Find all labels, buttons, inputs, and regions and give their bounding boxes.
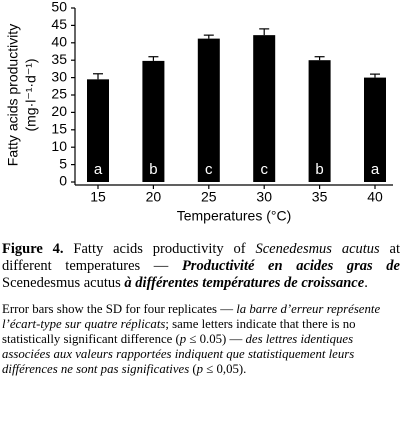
x-tick-label: 35 bbox=[312, 189, 328, 205]
note-text: p bbox=[179, 332, 187, 346]
y-tick-label: 10 bbox=[51, 138, 67, 154]
caption-text: Scenedesmus acutus bbox=[2, 275, 125, 291]
bar-letter: a bbox=[94, 161, 103, 178]
bar-letter: c bbox=[260, 161, 268, 178]
note-text: ( bbox=[189, 362, 197, 376]
y-tick-label: 40 bbox=[51, 34, 67, 50]
x-axis-title: Temperatures (°C) bbox=[177, 208, 292, 224]
caption-text: Fatty acids productivity of bbox=[63, 241, 256, 257]
caption-text: Figure 4. bbox=[2, 241, 64, 257]
bar bbox=[142, 60, 165, 183]
y-tick-label: 45 bbox=[51, 16, 67, 32]
y-tick-label: 25 bbox=[51, 86, 67, 102]
y-tick-label: 50 bbox=[51, 0, 67, 15]
note-text: ≤ 0,05). bbox=[203, 362, 247, 376]
y-tick-label: 5 bbox=[59, 155, 67, 171]
x-tick-label: 25 bbox=[201, 189, 217, 205]
caption-text: Scenedesmus acutus bbox=[255, 241, 380, 257]
y-axis-unit: (mg·l⁻¹·d⁻¹) bbox=[23, 58, 39, 131]
note-text: des lettres identiques associées aux val… bbox=[2, 332, 355, 376]
bar-letter: b bbox=[149, 161, 157, 178]
x-tick-label: 40 bbox=[367, 189, 383, 205]
note-text: Error bars show the SD for four replicat… bbox=[2, 302, 237, 316]
bar-letter: c bbox=[205, 161, 213, 178]
caption-note: Error bars show the SD for four replicat… bbox=[2, 302, 400, 377]
x-tick-label: 30 bbox=[256, 189, 272, 205]
bar-letter: a bbox=[371, 161, 380, 178]
bar bbox=[308, 60, 331, 183]
y-tick-label: 20 bbox=[51, 103, 67, 119]
y-tick-label: 35 bbox=[51, 51, 67, 67]
x-tick-label: 20 bbox=[146, 189, 162, 205]
caption-text: à différentes températures de croissance bbox=[124, 275, 365, 291]
y-tick-label: 0 bbox=[59, 173, 67, 189]
chart: Fatty acids productivity (mg·l⁻¹·d⁻¹) Te… bbox=[5, 0, 393, 224]
y-axis-title: Fatty acids productivity bbox=[5, 24, 21, 166]
note-text: ≤ 0.05) — bbox=[186, 332, 246, 346]
caption-text: Productivité en acides gras de bbox=[181, 258, 400, 274]
caption-text: . bbox=[364, 275, 368, 291]
x-tick-label: 15 bbox=[90, 189, 106, 205]
figure-caption: Figure 4. Fatty acids productivity of Sc… bbox=[2, 241, 400, 292]
bar bbox=[253, 35, 276, 183]
caption-text: at different temperatures — bbox=[2, 241, 401, 274]
note-text: ; same letters indicate that there is no… bbox=[2, 317, 356, 346]
bar-letter: b bbox=[315, 161, 323, 178]
note-text: la barre d’erreur représente l’écart-typ… bbox=[2, 302, 381, 331]
bar bbox=[87, 79, 109, 182]
y-tick-label: 15 bbox=[51, 121, 67, 137]
bar bbox=[197, 38, 220, 183]
note-text: p bbox=[196, 362, 204, 376]
y-tick-label: 30 bbox=[51, 68, 67, 84]
bar bbox=[364, 77, 386, 182]
